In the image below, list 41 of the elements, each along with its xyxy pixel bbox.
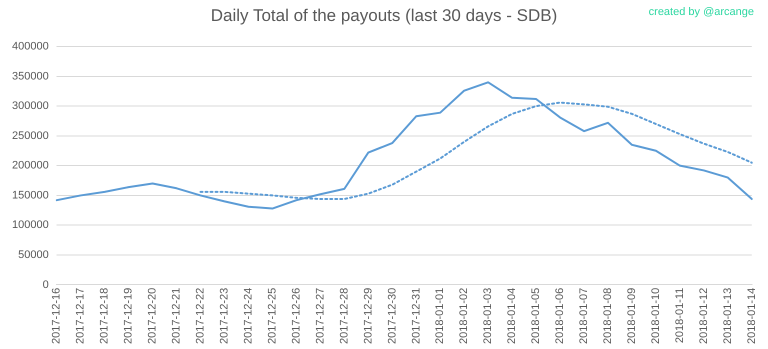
x-tick-label: 2017-12-25 (266, 288, 278, 344)
y-tick-label: 100000 (12, 219, 49, 232)
y-tick-label: 400000 (12, 40, 49, 53)
y-tick-label: 0 (42, 278, 49, 291)
x-tick-label: 2017-12-21 (170, 288, 183, 344)
text: created by @arcange (648, 6, 754, 18)
x-tick-label: 2017-12-31 (410, 288, 422, 344)
y-tick-label: 250000 (12, 130, 49, 142)
x-tick-label: 2018-01-05 (530, 288, 542, 344)
x-tick-label: 2018-01-07 (578, 288, 590, 344)
x-tick-label: 2017-12-26 (290, 288, 302, 344)
y-tick-label: 300000 (12, 100, 49, 112)
y-tick-label: 50000 (18, 248, 49, 261)
x-tick-label: 2018-01-10 (650, 288, 662, 344)
x-tick-label: 2017-12-16 (50, 288, 63, 344)
x-tick-label: 2018-01-01 (434, 288, 446, 344)
x-tick-label: 2018-01-13 (722, 288, 734, 344)
y-tick-label: 200000 (12, 160, 49, 172)
x-tick-label: 2018-01-06 (554, 288, 566, 344)
x-tick-label: 2018-01-03 (482, 288, 494, 344)
x-tick-label: 2017-12-27 (314, 288, 326, 344)
x-tick-label: 2017-12-30 (386, 288, 398, 344)
chart-title: Daily Total of the payouts (last 30 days - SDB) (210, 6, 558, 25)
x-tick-label: 2018-01-11 (674, 288, 686, 344)
x-tick-label: 2017-12-20 (146, 288, 159, 344)
x-tick-label: 2017-12-23 (218, 288, 231, 344)
x-tick-label: 2018-01-09 (626, 288, 638, 344)
x-tick-label: 2017-12-28 (338, 288, 350, 344)
x-tick-label: 2018-01-12 (698, 288, 710, 344)
x-tick-label: 2017-12-24 (242, 288, 254, 344)
x-tick-label: 2017-12-19 (122, 288, 135, 344)
x-tick-label: 2018-01-08 (602, 288, 614, 344)
x-tick-label: 2017-12-17 (74, 288, 87, 344)
y-tick-label: 350000 (12, 70, 49, 82)
x-tick-label: 2017-12-22 (194, 288, 207, 344)
x-tick-label: 2018-01-14 (746, 288, 758, 344)
x-tick-label: 2018-01-04 (506, 288, 518, 344)
x-tick-label: 2017-12-18 (98, 288, 111, 344)
x-tick-label: 2017-12-29 (362, 288, 374, 344)
y-tick-label: 150000 (12, 189, 49, 202)
x-tick-label: 2018-01-02 (458, 288, 470, 344)
